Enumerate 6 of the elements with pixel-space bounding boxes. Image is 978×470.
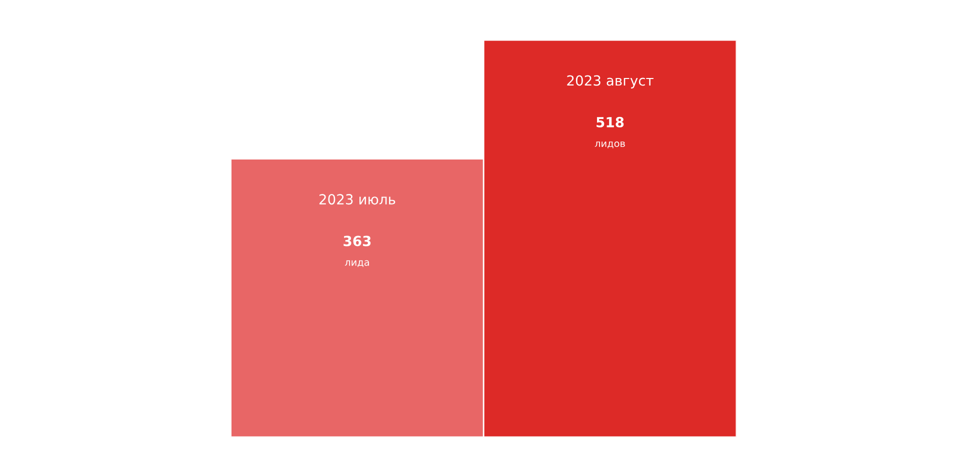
- x-tick-label: 2023 август: [567, 75, 654, 88]
- annotation: лидов: [594, 141, 625, 148]
- annotation: лида: [344, 260, 369, 268]
- data-label: 363: [344, 236, 371, 246]
- data-label: 518: [596, 116, 624, 128]
- x-tick-label: 2023 июль: [319, 194, 396, 205]
